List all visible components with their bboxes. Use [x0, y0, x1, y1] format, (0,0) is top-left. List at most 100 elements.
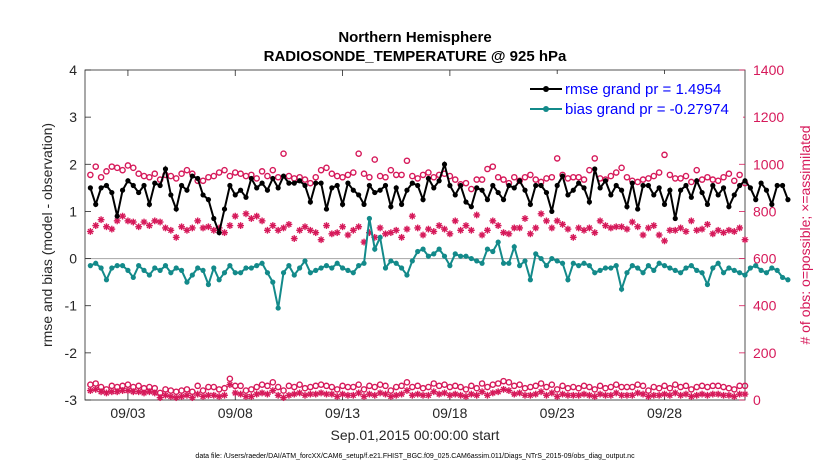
y-right-tick-label: 800 [753, 203, 777, 219]
obs-assimilated-point [274, 226, 282, 234]
rmse-point [238, 187, 244, 193]
bias-point [318, 265, 324, 271]
x-tick-label: 09/13 [325, 405, 360, 421]
obs-possible-point [505, 379, 513, 386]
obs-assimilated-point [183, 391, 191, 399]
obs-assimilated-point [575, 224, 583, 232]
obs-possible-point [494, 173, 502, 181]
obs-assimilated-point [634, 389, 642, 397]
obs-assimilated-point [655, 231, 663, 239]
rmse-point [243, 194, 249, 200]
obs-assimilated-point [92, 385, 100, 393]
rmse-point [463, 199, 469, 205]
obs-assimilated-point [167, 226, 175, 234]
obs-possible-point [612, 381, 620, 388]
obs-possible-point [307, 179, 314, 187]
obs-assimilated-point [666, 391, 674, 399]
bias-point [608, 265, 614, 271]
obs-possible-point [237, 382, 244, 390]
y-right-tick-label: 0 [753, 392, 761, 408]
bias-point [216, 277, 222, 283]
obs-possible-point [559, 382, 566, 390]
obs-assimilated-point [494, 388, 502, 396]
obs-assimilated-point [425, 225, 432, 233]
obs-possible-point [167, 172, 175, 180]
bias-point [377, 234, 383, 240]
legend: rmse grand pr = 1.4954 bias grand pr = -… [523, 74, 743, 122]
obs-possible-point [248, 386, 255, 393]
rmse-point [200, 192, 206, 198]
rmse-point [350, 187, 356, 193]
obs-possible-point [478, 380, 486, 387]
obs-possible-point [688, 386, 695, 393]
obs-assimilated-point [290, 235, 298, 242]
bias-point [254, 263, 260, 269]
y-right-tick-label: 200 [753, 345, 777, 361]
obs-possible-point [355, 381, 362, 388]
bias-point [339, 265, 346, 271]
obs-assimilated-point [569, 233, 577, 241]
bias-point [468, 255, 474, 262]
obs-possible-point [210, 383, 218, 391]
rmse-point [125, 178, 131, 184]
obs-possible-point [296, 381, 303, 388]
bias-point [559, 260, 566, 266]
obs-possible-point [510, 173, 518, 181]
obs-assimilated-point [188, 394, 196, 402]
obs-possible-point [264, 172, 271, 180]
bias-point [141, 267, 147, 273]
rmse-point [98, 185, 104, 191]
rmse-point [146, 201, 152, 207]
obs-assimilated-point [494, 222, 502, 229]
chart-subtitle: RADIOSONDE_TEMPERATURE @ 925 hPa [264, 48, 567, 65]
bias-point [259, 260, 265, 266]
obs-assimilated-point [585, 224, 593, 232]
obs-assimilated-point [339, 390, 346, 398]
rmse-point [452, 192, 458, 198]
bias-point [458, 253, 464, 259]
obs-possible-point [226, 172, 234, 180]
obs-assimilated-point [596, 217, 604, 225]
obs-assimilated-point [585, 391, 593, 399]
obs-assimilated-point [145, 222, 153, 229]
bias-point [715, 260, 721, 266]
obs-possible-point [500, 176, 507, 183]
obs-assimilated-point [720, 229, 727, 237]
obs-assimilated-point [258, 217, 266, 225]
obs-assimilated-point [103, 223, 110, 231]
obs-possible-point [172, 175, 180, 182]
obs-possible-point [682, 382, 690, 390]
obs-assimilated-point [687, 393, 695, 400]
rmse-point [468, 204, 474, 210]
obs-possible-point [543, 383, 550, 391]
obs-possible-point [146, 173, 153, 181]
obs-possible-point [129, 164, 137, 172]
rmse-point [694, 178, 700, 184]
rmse-point [661, 201, 668, 207]
bias-point [484, 246, 491, 252]
rmse-point [731, 192, 737, 198]
obs-assimilated-point [172, 394, 180, 402]
rmse-point [184, 187, 190, 193]
obs-assimilated-point [301, 223, 309, 231]
obs-assimilated-point [151, 389, 159, 397]
obs-assimilated-point [151, 217, 159, 225]
rmse-point [270, 175, 276, 182]
rmse-point [334, 182, 340, 189]
obs-possible-point [113, 164, 121, 172]
rmse-point [366, 182, 372, 189]
bias-point [758, 267, 764, 273]
bias-point [382, 265, 389, 271]
obs-assimilated-point [671, 226, 679, 234]
bias-point [409, 258, 415, 264]
bias-point [463, 253, 469, 259]
obs-assimilated-point [435, 390, 443, 398]
obs-possible-point [333, 386, 341, 393]
obs-possible-point [382, 173, 389, 181]
rmse-point [742, 178, 748, 184]
rmse-point [672, 215, 678, 222]
obs-assimilated-point [188, 224, 196, 232]
bias-point [114, 263, 120, 269]
obs-possible-point [285, 172, 293, 180]
bias-point [613, 263, 619, 269]
